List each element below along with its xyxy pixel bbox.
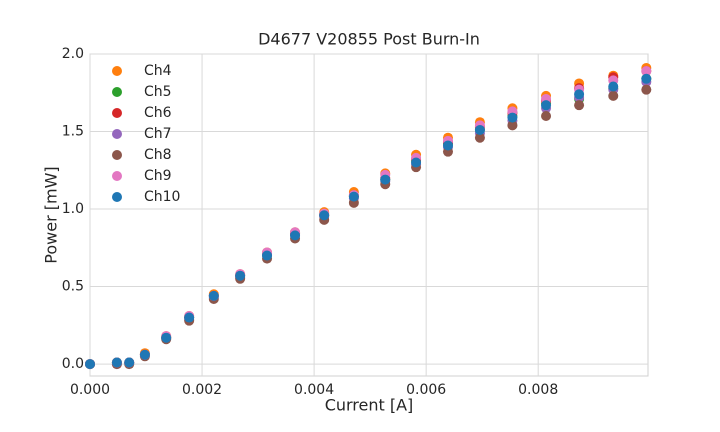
- point: [411, 157, 422, 168]
- legend-marker: [112, 66, 122, 76]
- plot-area: [89, 53, 649, 377]
- x-axis-label: Current [A]: [325, 396, 414, 415]
- legend-label: Ch4: [144, 63, 172, 79]
- point: [235, 270, 246, 281]
- point: [641, 73, 652, 84]
- legend-label: Ch6: [144, 105, 172, 121]
- point: [574, 100, 585, 111]
- x-tick-label: 0.006: [406, 382, 446, 398]
- point: [124, 357, 135, 368]
- x-tick-label: 0.008: [518, 382, 558, 398]
- point: [380, 174, 391, 185]
- y-tick-label: 1.0: [62, 201, 84, 217]
- point: [474, 124, 485, 135]
- point: [139, 349, 150, 360]
- point: [111, 357, 122, 368]
- legend-label: Ch7: [144, 126, 172, 142]
- point: [507, 112, 518, 123]
- point: [641, 66, 652, 77]
- point: [608, 90, 619, 101]
- point: [208, 290, 219, 301]
- point: [474, 132, 485, 143]
- legend-marker: [112, 171, 122, 181]
- chart-title: D4677 V20855 Post Burn-In: [258, 30, 480, 49]
- point: [442, 140, 453, 151]
- point: [641, 84, 652, 95]
- y-tick-label: 1.5: [62, 124, 84, 140]
- legend-marker: [112, 108, 122, 118]
- point: [608, 81, 619, 92]
- x-tick-label: 0.002: [182, 382, 222, 398]
- legend-marker: [112, 87, 122, 97]
- point: [507, 120, 518, 131]
- legend-label: Ch5: [144, 84, 172, 100]
- point: [262, 250, 273, 261]
- legend-marker: [112, 129, 122, 139]
- point: [319, 210, 330, 221]
- legend-marker: [112, 150, 122, 160]
- y-tick-label: 0.5: [62, 279, 84, 295]
- y-tick-label: 2.0: [62, 46, 84, 62]
- y-axis-label: Power [mW]: [42, 166, 61, 263]
- point: [184, 312, 195, 323]
- legend-marker: [112, 192, 122, 202]
- x-tick-label: 0.000: [70, 382, 110, 398]
- point: [161, 332, 172, 343]
- point: [541, 111, 552, 122]
- y-tick-label: 0.0: [62, 356, 84, 372]
- point: [541, 100, 552, 111]
- legend-label: Ch8: [144, 147, 172, 163]
- point: [290, 230, 301, 241]
- x-tick-label: 0.004: [294, 382, 334, 398]
- point: [85, 359, 95, 370]
- point: [574, 89, 585, 100]
- legend-label: Ch10: [144, 189, 180, 205]
- point: [348, 191, 359, 202]
- legend-label: Ch9: [144, 168, 172, 184]
